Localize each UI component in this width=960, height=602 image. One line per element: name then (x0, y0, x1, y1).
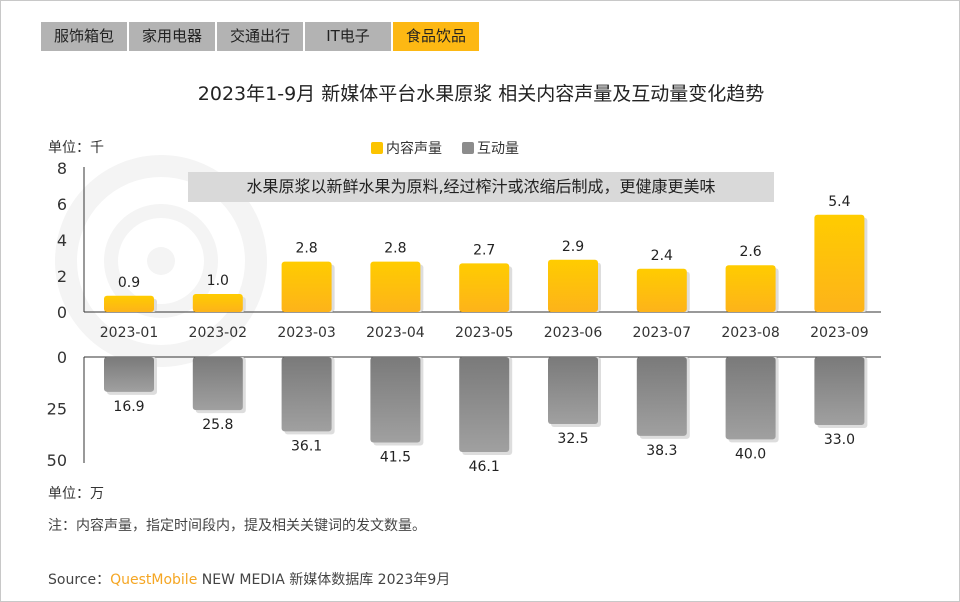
tab-food[interactable]: 食品饮品 (393, 22, 479, 51)
chart-title: 2023年1-9月 新媒体平台水果原浆 相关内容声量及互动量变化趋势 (197, 83, 765, 105)
tab-appliances[interactable]: 家用电器 (129, 22, 215, 51)
x-tick-label: 2023-08 (721, 325, 780, 341)
legend-item-content: 内容声量 (371, 138, 442, 158)
x-tick-label: 2023-05 (455, 325, 514, 341)
bar-interaction-2023-02 (192, 357, 243, 411)
data-label-interaction: 40.0 (735, 446, 766, 462)
x-tick-label: 2023-07 (633, 325, 692, 341)
bar-content-2023-08 (725, 265, 776, 312)
data-label-interaction: 38.3 (646, 443, 677, 459)
x-tick-label: 2023-02 (189, 325, 248, 341)
y-tick-top: 0 (57, 303, 67, 322)
data-label-content: 2.4 (651, 248, 673, 264)
bar-interaction-2023-06 (548, 357, 598, 424)
bar-interaction-2023-08 (725, 357, 776, 440)
source-prefix: Source： (48, 572, 111, 588)
bar-interaction-2023-04 (370, 357, 421, 443)
bar-content-2023-05 (459, 263, 510, 312)
legend: 内容声量 互动量 (371, 138, 519, 158)
y-tick-top: 2 (57, 267, 67, 286)
y-tick-bottom: 25 (47, 400, 67, 419)
x-tick-label: 2023-04 (366, 325, 425, 341)
legend-label: 互动量 (477, 141, 519, 157)
bar-content-2023-02 (192, 294, 243, 312)
source-brand: QuestMobile (110, 572, 198, 588)
x-tick-label: 2023-06 (544, 325, 603, 341)
y-tick-top: 6 (57, 195, 67, 214)
bar-interaction-2023-05 (459, 357, 510, 452)
x-tick-label: 2023-03 (277, 325, 336, 341)
data-label-content: 5.4 (828, 194, 850, 210)
bar-interaction-2023-03 (281, 357, 332, 432)
data-label-content: 2.8 (295, 241, 317, 257)
data-label-interaction: 46.1 (469, 459, 500, 475)
unit-bottom: 单位：万 (48, 486, 104, 502)
tab-transport[interactable]: 交通出行 (217, 22, 303, 51)
legend-swatch (462, 142, 474, 154)
data-label-interaction: 41.5 (380, 449, 411, 465)
bar-content-2023-09 (814, 214, 865, 312)
data-label-content: 2.6 (739, 244, 761, 260)
source: Source：QuestMobile NEW MEDIA 新媒体数据库 2023… (48, 569, 450, 589)
data-label-interaction: 32.5 (557, 431, 588, 447)
data-label-interaction: 16.9 (113, 399, 144, 415)
legend-swatch (371, 142, 383, 154)
source-rest: NEW MEDIA 新媒体数据库 2023年9月 (197, 572, 451, 588)
watermark-ring-icon (55, 155, 267, 367)
bar-content-2023-01 (104, 295, 154, 312)
bar-content-2023-03 (281, 261, 332, 312)
data-label-interaction: 25.8 (202, 417, 233, 433)
bar-interaction-2023-01 (104, 357, 154, 392)
annotation-box: 水果原浆以新鲜水果为原料,经过榨汁或浓缩后制成，更健康更美味 (188, 172, 774, 202)
y-tick-top: 8 (57, 159, 67, 178)
x-tick-label: 2023-01 (100, 325, 159, 341)
bar-content-2023-04 (370, 261, 421, 312)
data-label-content: 2.8 (384, 241, 406, 257)
y-tick-bottom: 50 (47, 451, 67, 470)
y-tick-top: 4 (57, 231, 67, 250)
y-tick-bottom: 0 (57, 348, 67, 367)
data-label-interaction: 36.1 (291, 438, 322, 454)
data-label-content: 1.0 (207, 273, 229, 289)
tab-it[interactable]: IT电子 (305, 22, 391, 51)
footnote: 注：内容声量，指定时间段内，提及相关关键词的发文数量。 (48, 518, 426, 534)
legend-item-interaction: 互动量 (462, 138, 519, 158)
tab-apparel[interactable]: 服饰箱包 (41, 22, 127, 51)
bar-interaction-2023-07 (636, 357, 687, 436)
bar-content-2023-06 (548, 259, 598, 312)
data-label-content: 2.9 (562, 239, 584, 255)
category-tabs: 服饰箱包 家用电器 交通出行 IT电子 食品饮品 (41, 22, 479, 51)
legend-label: 内容声量 (386, 141, 442, 157)
watermark-inner-ring-icon (104, 204, 218, 318)
data-label-content: 2.7 (473, 242, 495, 258)
bar-interaction-2023-09 (814, 357, 865, 425)
watermark-dot-icon (147, 247, 175, 275)
data-label-interaction: 33.0 (824, 432, 855, 448)
data-label-content: 0.9 (118, 275, 140, 291)
x-tick-label: 2023-09 (810, 325, 869, 341)
bar-content-2023-07 (636, 268, 687, 312)
unit-top: 单位：千 (48, 140, 104, 156)
